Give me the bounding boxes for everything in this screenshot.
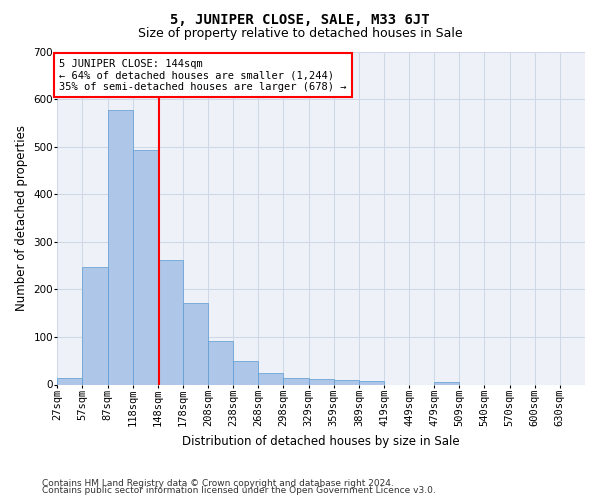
Text: Size of property relative to detached houses in Sale: Size of property relative to detached ho… xyxy=(137,28,463,40)
Bar xyxy=(208,341,233,384)
Bar xyxy=(183,303,208,384)
Bar xyxy=(308,380,334,384)
Bar xyxy=(283,378,308,384)
Bar xyxy=(334,380,359,384)
Text: 5 JUNIPER CLOSE: 144sqm
← 64% of detached houses are smaller (1,244)
35% of semi: 5 JUNIPER CLOSE: 144sqm ← 64% of detache… xyxy=(59,58,347,92)
Bar xyxy=(359,381,384,384)
Bar xyxy=(233,361,259,384)
Text: Contains HM Land Registry data © Crown copyright and database right 2024.: Contains HM Land Registry data © Crown c… xyxy=(42,478,394,488)
Y-axis label: Number of detached properties: Number of detached properties xyxy=(15,125,28,311)
Bar xyxy=(133,150,158,384)
Text: 5, JUNIPER CLOSE, SALE, M33 6JT: 5, JUNIPER CLOSE, SALE, M33 6JT xyxy=(170,12,430,26)
Bar xyxy=(259,372,283,384)
Bar xyxy=(434,382,460,384)
Bar xyxy=(107,110,133,384)
Text: Contains public sector information licensed under the Open Government Licence v3: Contains public sector information licen… xyxy=(42,486,436,495)
Bar xyxy=(82,267,107,384)
Bar xyxy=(158,260,183,384)
Bar xyxy=(58,378,82,384)
X-axis label: Distribution of detached houses by size in Sale: Distribution of detached houses by size … xyxy=(182,434,460,448)
